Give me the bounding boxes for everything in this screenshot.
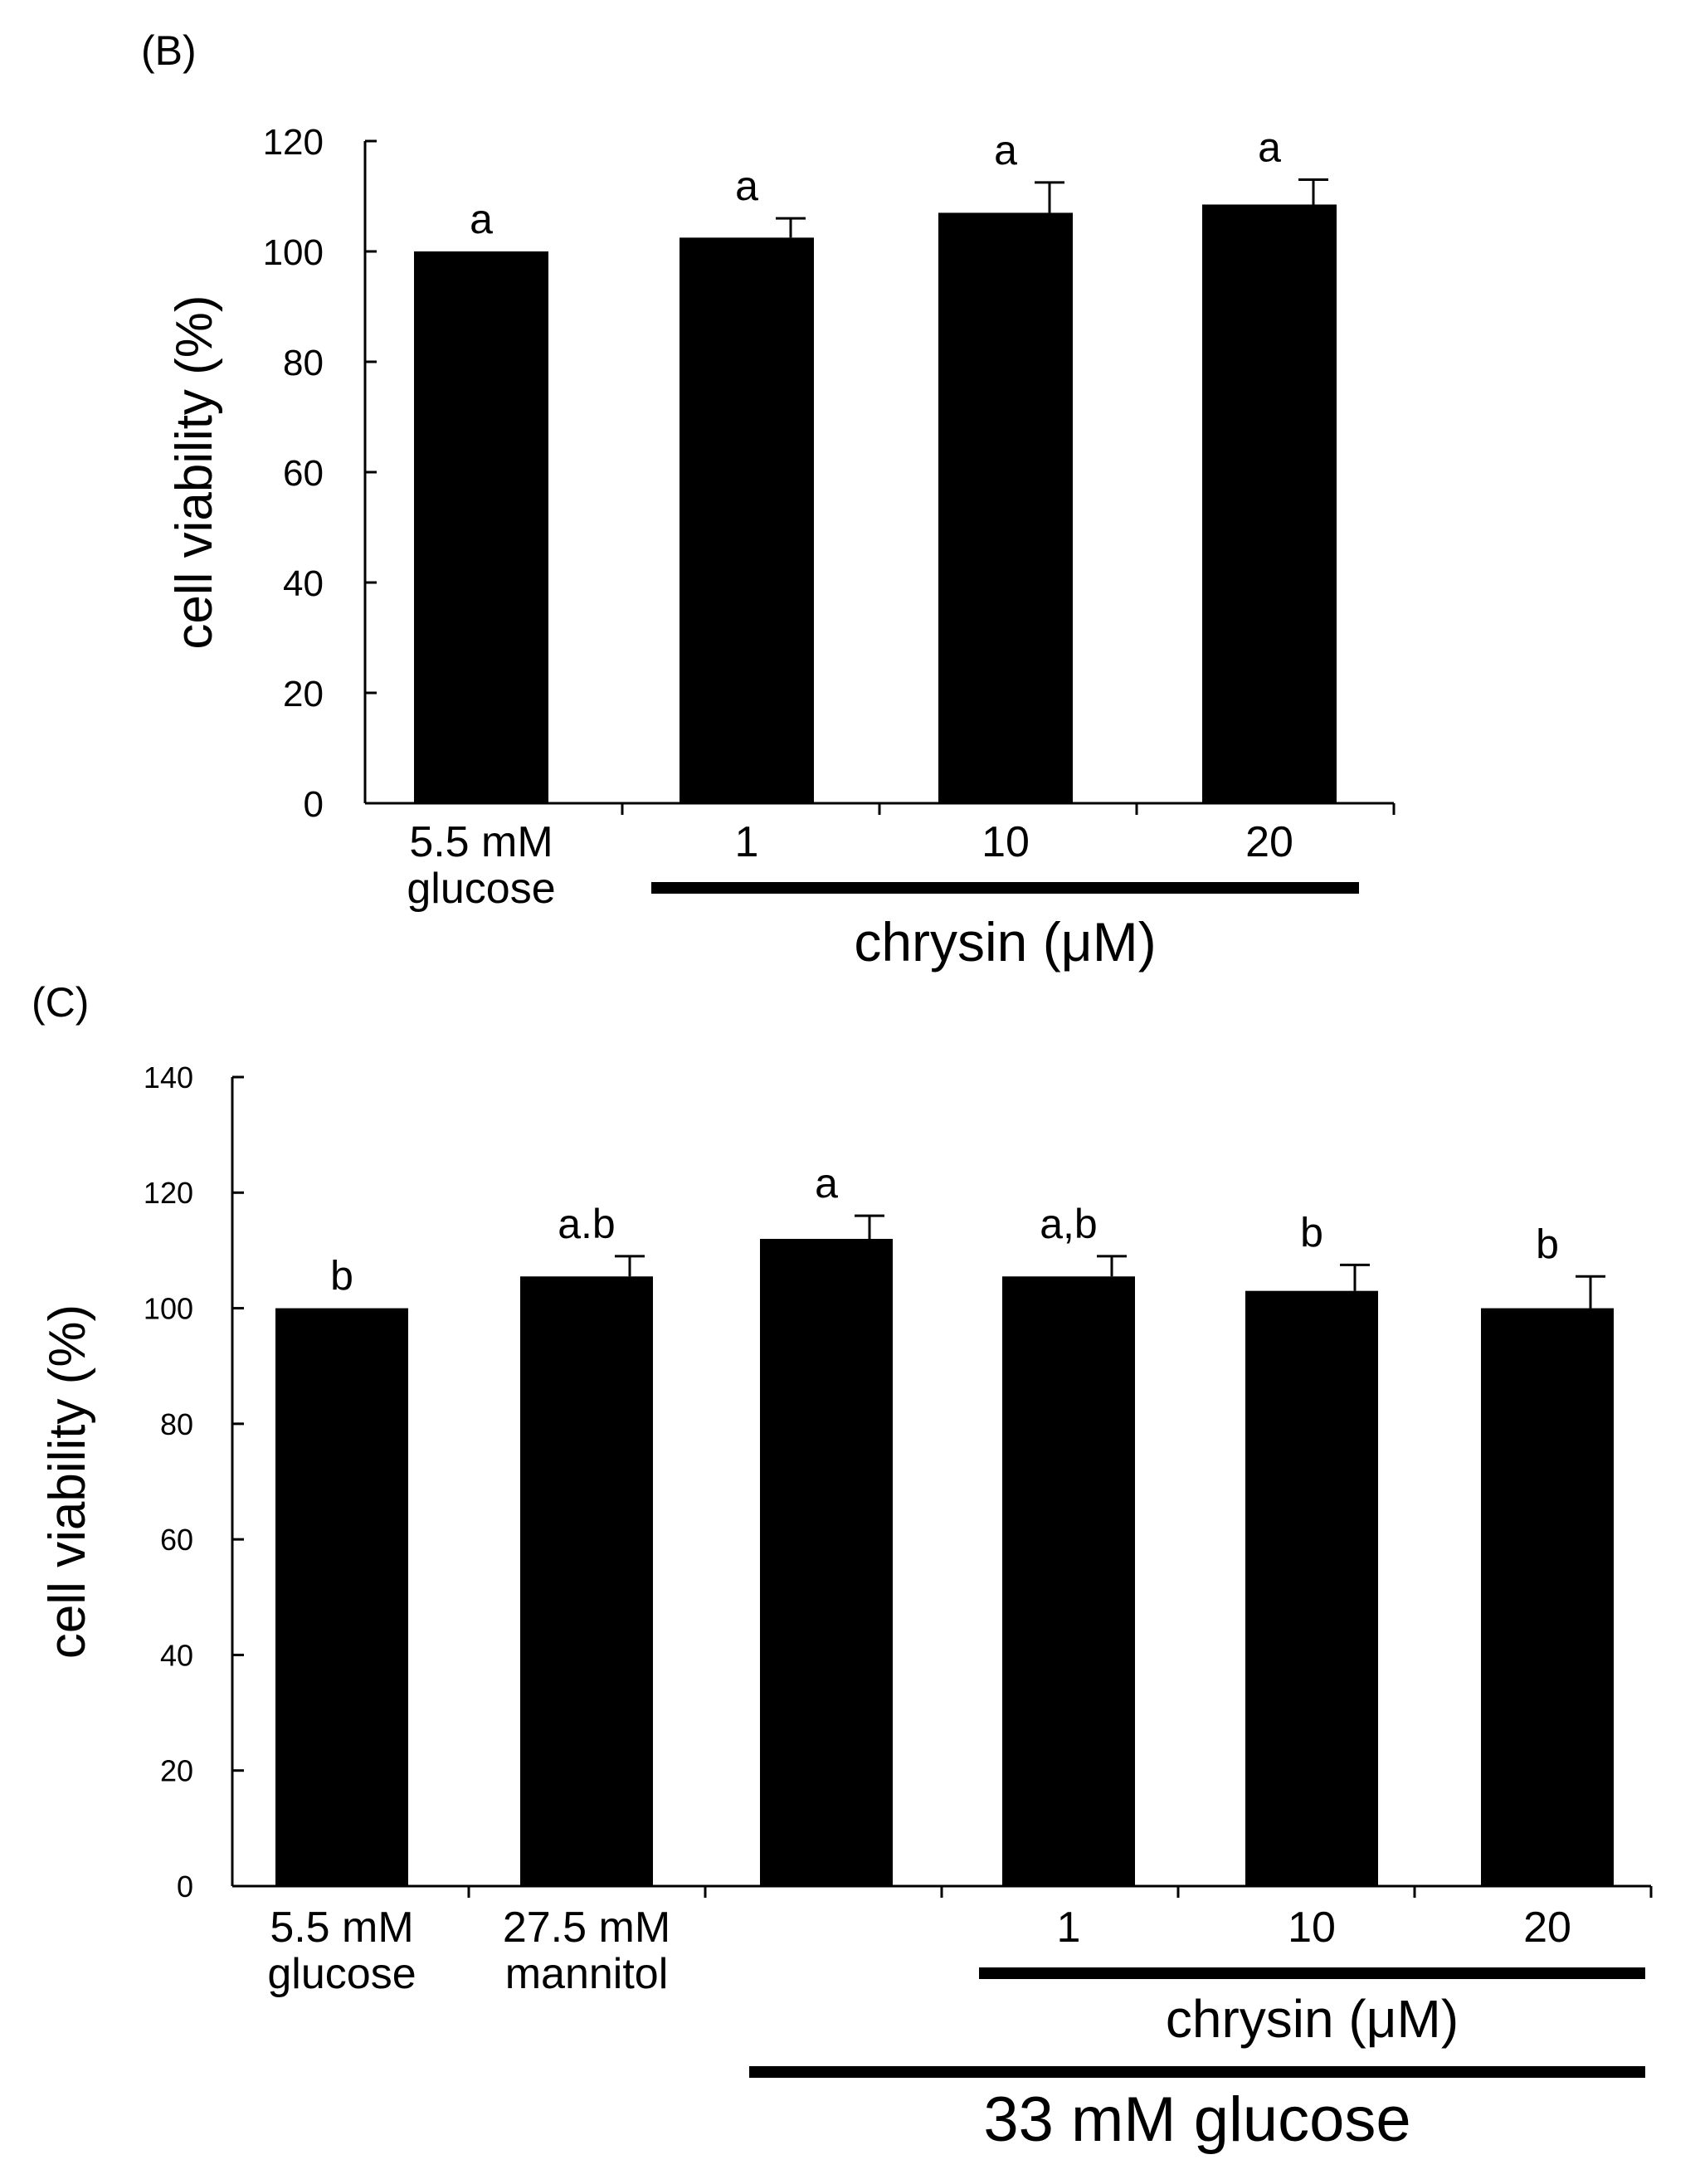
panel-2-group-label-1: chrysin (μM) [1166, 1989, 1459, 2049]
panel-2-y-tick-label: 0 [177, 1870, 193, 1904]
panel-2-category-label: 20 [1523, 1904, 1571, 1952]
panel-1-significance-3: a [994, 127, 1017, 173]
panel-2-significance-4: a,b [1040, 1201, 1098, 1247]
panel-1-category-label: 20 [1245, 818, 1293, 866]
panel-2-significance-1: b [330, 1253, 353, 1299]
panel-2-y-tick-label: 40 [160, 1638, 193, 1672]
panel-2-y-tick-label: 120 [144, 1176, 193, 1210]
panel-1-category-label: 1 [735, 818, 759, 866]
panel-1-group-bar-1 [651, 882, 1359, 894]
panel-2-group-bar-2 [749, 2066, 1645, 2078]
panel-1-y-tick-label: 100 [263, 232, 324, 273]
panel-1-bar-1 [414, 251, 548, 803]
panel-2-significance-3: a [815, 1160, 838, 1207]
panel-2-y-tick-label: 100 [144, 1292, 193, 1326]
panel-2-y-tick-label: 140 [144, 1060, 193, 1094]
panel-2-bar-1 [275, 1308, 408, 1886]
panel-2-bar-6 [1481, 1308, 1614, 1886]
panel-2-bar-5 [1245, 1290, 1378, 1886]
panel-2-group-bar-1 [979, 1967, 1645, 1979]
panel-2-category-label: 10 [1288, 1904, 1336, 1952]
panel-1-bar-2 [680, 237, 814, 803]
panel-1-y-tick-label: 0 [304, 784, 324, 825]
panel-2-y-tick-label: 80 [160, 1407, 193, 1441]
panel-1-y-tick-label: 60 [283, 453, 324, 494]
panel-2-group-label-2: 33 mM glucose [983, 2084, 1410, 2155]
panel-2-y-axis-label: cell viability (%) [39, 1304, 96, 1659]
panel-2-significance-5: b [1300, 1209, 1323, 1255]
panel-1-bar-4 [1202, 204, 1337, 804]
panel-1-bar-3 [938, 212, 1073, 803]
panel-2-category-label: 1 [1057, 1904, 1081, 1952]
panel-2-y-tick-label: 60 [160, 1523, 193, 1557]
panel-1-significance-4: a [1258, 124, 1281, 171]
panel-1-category-label: 10 [982, 818, 1030, 866]
panel-2-category-label: glucose [267, 1950, 416, 1998]
panel-1-significance-2: a [735, 163, 758, 209]
panel-1-y-axis-label: cell viability (%) [166, 295, 223, 649]
panel-1-y-tick-label: 20 [283, 674, 324, 714]
panel-1-category-label: 5.5 mM [409, 818, 553, 866]
panel-2-category-label: 27.5 mM [503, 1904, 670, 1952]
panel-2-label: (C) [32, 979, 89, 1026]
panel-1-y-tick-label: 40 [283, 563, 324, 604]
panel-2-significance-2: a.b [558, 1201, 616, 1247]
panel-1-group-label-1: chrysin (μM) [854, 911, 1156, 973]
panel-2-bar-2 [520, 1276, 653, 1886]
panel-1-significance-1: a [470, 196, 493, 242]
panel-1-label: (B) [141, 27, 197, 74]
panel-2-category-label: mannitol [505, 1950, 669, 1998]
panel-1-category-label: glucose [407, 865, 555, 913]
panel-2-y-tick-label: 20 [160, 1754, 193, 1788]
panel-1-y-tick-label: 120 [263, 122, 324, 163]
panel-2-significance-6: b [1536, 1221, 1559, 1267]
panel-2-bar-4 [1002, 1276, 1135, 1886]
panel-1-y-tick-label: 80 [283, 343, 324, 383]
panel-2-bar-3 [760, 1239, 893, 1886]
panel-2-category-label: 5.5 mM [270, 1904, 413, 1952]
